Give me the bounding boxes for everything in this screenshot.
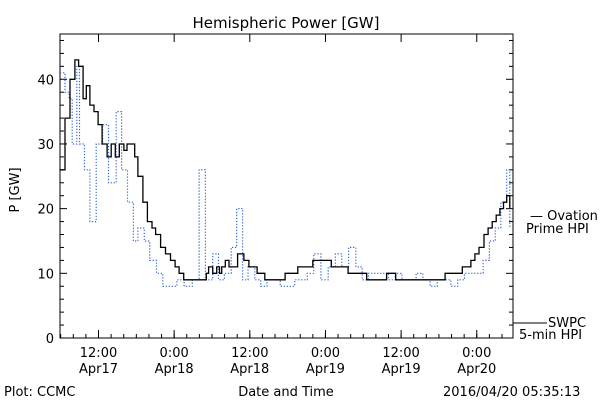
y-tick-label: 0 <box>46 332 54 347</box>
legend-swpc-line2: 5-min HPI <box>519 328 582 343</box>
x-tick-time-label: 12:00 <box>80 346 117 361</box>
x-axis-label: Date and Time <box>238 385 334 400</box>
legend-swpc-line1: SWPC <box>548 316 586 331</box>
x-tick-date-label: Apr17 <box>79 362 118 377</box>
x-tick-date-label: Apr18 <box>230 362 269 377</box>
ovation-prime-series-line <box>60 65 511 287</box>
x-tick-time-label: 0:00 <box>311 346 340 361</box>
y-tick-label: 20 <box>37 203 54 218</box>
y-tick-label: 40 <box>37 73 54 88</box>
x-tick-time-label: 12:00 <box>382 346 419 361</box>
y-tick-label: 30 <box>37 138 54 153</box>
x-tick-time-label: 0:00 <box>462 346 491 361</box>
x-tick-date-label: Apr19 <box>382 362 421 377</box>
plot-frame <box>59 33 514 339</box>
footer-plot-credit: Plot: CCMC <box>4 385 75 400</box>
y-axis-label: P [GW] <box>8 167 23 212</box>
x-tick-date-label: Apr20 <box>457 362 496 377</box>
x-tick-time-label: 0:00 <box>160 346 189 361</box>
legend-ovation-line1: — Ovation <box>530 209 598 224</box>
y-tick-label: 10 <box>37 267 54 282</box>
swpc-series-line <box>60 59 511 281</box>
x-tick-date-label: Apr19 <box>306 362 345 377</box>
legend-ovation-line2: Prime HPI <box>526 222 589 237</box>
footer-timestamp: 2016/04/20 05:35:13 <box>443 385 580 400</box>
x-tick-time-label: 12:00 <box>231 346 268 361</box>
x-tick-date-label: Apr18 <box>155 362 194 377</box>
y-axis: 0 10 20 30 40 <box>37 39 513 347</box>
x-axis: 12:00Apr170:00Apr1812:00Apr180:00Apr1912… <box>60 34 503 377</box>
chart-title: Hemispheric Power [GW] <box>193 14 380 32</box>
